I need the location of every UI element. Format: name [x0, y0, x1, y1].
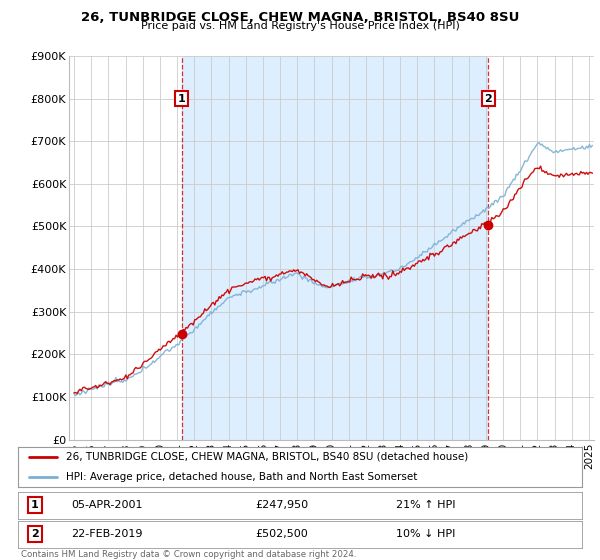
Text: 05-APR-2001: 05-APR-2001 — [71, 500, 143, 510]
Text: 1: 1 — [31, 500, 39, 510]
Text: Price paid vs. HM Land Registry's House Price Index (HPI): Price paid vs. HM Land Registry's House … — [140, 21, 460, 31]
Bar — [182, 56, 488, 440]
Text: HPI: Average price, detached house, Bath and North East Somerset: HPI: Average price, detached house, Bath… — [66, 472, 418, 482]
Text: 2: 2 — [485, 94, 493, 104]
Text: 10% ↓ HPI: 10% ↓ HPI — [396, 529, 455, 539]
Text: 26, TUNBRIDGE CLOSE, CHEW MAGNA, BRISTOL, BS40 8SU: 26, TUNBRIDGE CLOSE, CHEW MAGNA, BRISTOL… — [81, 11, 519, 24]
Text: 21% ↑ HPI: 21% ↑ HPI — [396, 500, 455, 510]
Text: 2: 2 — [31, 529, 39, 539]
Text: £502,500: £502,500 — [255, 529, 308, 539]
Text: 22-FEB-2019: 22-FEB-2019 — [71, 529, 143, 539]
Text: £247,950: £247,950 — [255, 500, 308, 510]
Text: 1: 1 — [178, 94, 185, 104]
Text: Contains HM Land Registry data © Crown copyright and database right 2024.
This d: Contains HM Land Registry data © Crown c… — [21, 550, 356, 560]
Text: 26, TUNBRIDGE CLOSE, CHEW MAGNA, BRISTOL, BS40 8SU (detached house): 26, TUNBRIDGE CLOSE, CHEW MAGNA, BRISTOL… — [66, 452, 468, 462]
